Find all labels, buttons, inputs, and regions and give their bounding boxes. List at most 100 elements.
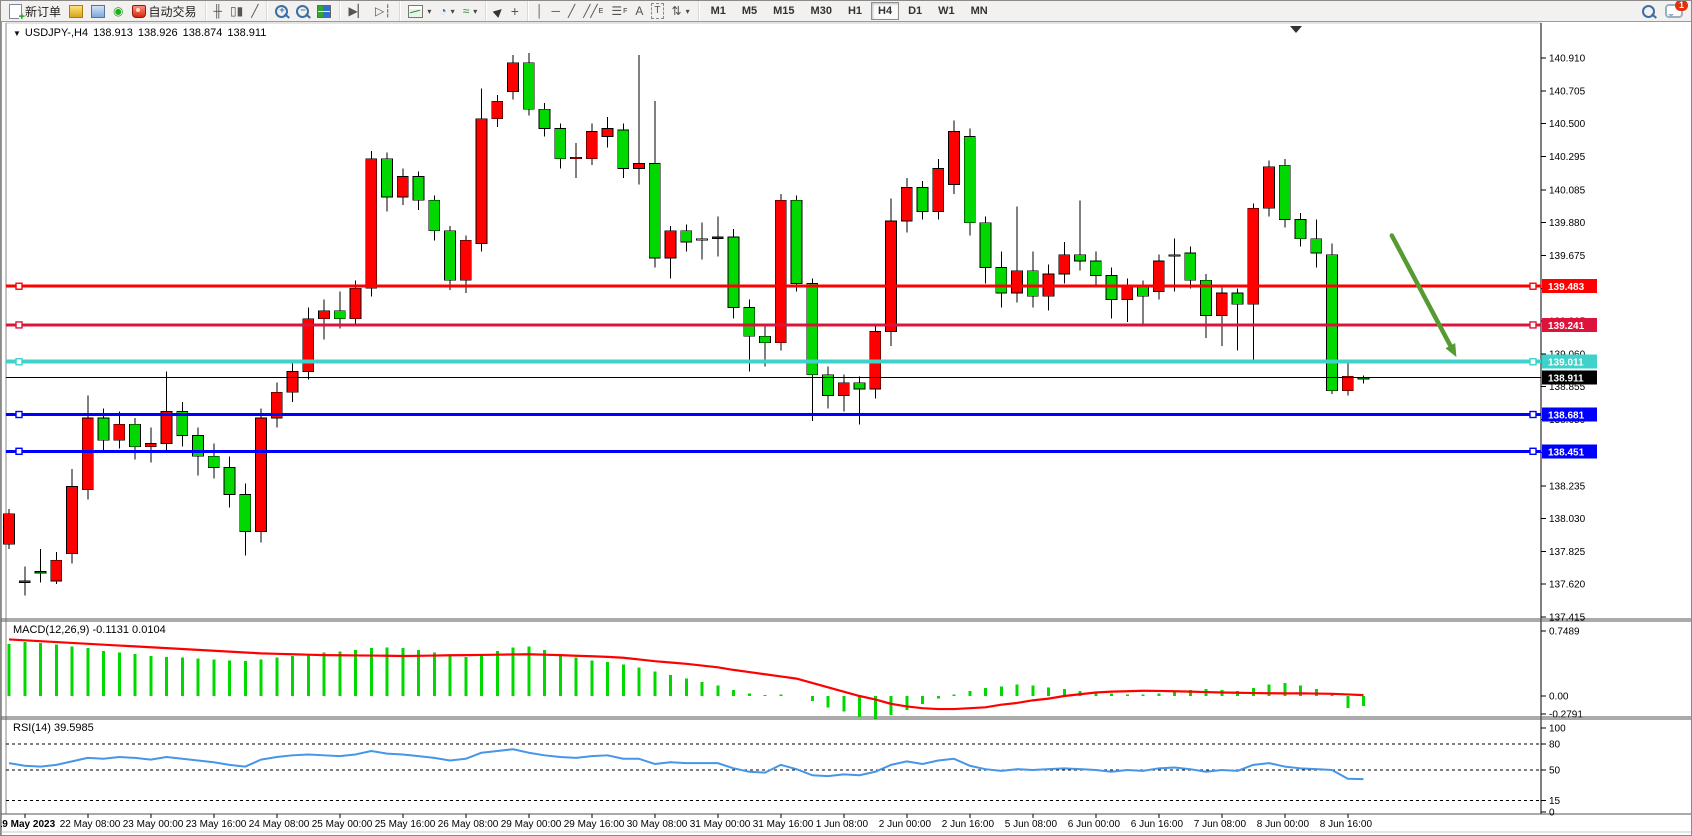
horizontal-line-icon: ─ (551, 4, 560, 18)
svg-text:139.880: 139.880 (1549, 218, 1586, 229)
svg-text:139.011: 139.011 (1548, 358, 1584, 369)
chart-shift-icon: ▷┆ (374, 4, 392, 18)
arrows-icon: ⇅ (671, 4, 682, 18)
ohlc-close: 138.911 (227, 27, 267, 39)
indicators-caret: ▾ (473, 6, 478, 16)
fibonacci-button[interactable]: ☰ F (611, 4, 628, 18)
text-label-button[interactable]: T (647, 1, 667, 21)
new-chart-caret: ▾ (427, 6, 432, 16)
tile-windows-button[interactable] (313, 1, 335, 21)
channel-button[interactable]: ╱╱ E (583, 4, 604, 18)
tab-m15[interactable]: M15 (773, 5, 795, 17)
tab-d1[interactable]: D1 (908, 5, 923, 17)
svg-text:6 Jun 00:00: 6 Jun 00:00 (1068, 819, 1121, 830)
auto-scroll-icon: ▶▏ (348, 4, 367, 18)
svg-text:138.855: 138.855 (1549, 382, 1586, 393)
tab-w1[interactable]: W1 (938, 5, 955, 17)
trendline-icon: ╱ (567, 4, 576, 18)
zoom-out-button[interactable]: − (292, 1, 313, 21)
horizontal-line-button[interactable]: ─ (547, 1, 564, 21)
symbol-name: USDJPY-,H4 (24, 27, 89, 39)
trendline-button[interactable]: ╱ (564, 1, 579, 21)
svg-text:1 Jun 08:00: 1 Jun 08:00 (816, 819, 869, 830)
tab-m30[interactable]: M30 (810, 5, 832, 17)
new-order-label: 新订单 (25, 4, 62, 19)
zoom-in-button[interactable]: + (271, 1, 292, 21)
text-label-icon: T (651, 3, 664, 19)
svg-text:2 Jun 00:00: 2 Jun 00:00 (879, 819, 932, 830)
svg-text:26 May 08:00: 26 May 08:00 (438, 819, 499, 830)
chat-icon[interactable]: 1 (1665, 1, 1688, 18)
svg-text:140.295: 140.295 (1549, 152, 1586, 163)
rsi-label: RSI(14) 39.5985 (13, 722, 94, 734)
crosshair-button[interactable]: + (507, 1, 523, 21)
arrows-caret: ▾ (685, 6, 690, 16)
channel-icon: ╱╱ (583, 4, 598, 18)
autotrade-icon (131, 4, 146, 18)
svg-text:25 May 00:00: 25 May 00:00 (312, 819, 373, 830)
svg-text:15: 15 (1549, 796, 1561, 807)
zoom-in-icon: + (275, 4, 289, 18)
svg-text:137.620: 137.620 (1549, 580, 1586, 591)
tab-m1[interactable]: M1 (710, 5, 726, 17)
svg-text:137.825: 137.825 (1549, 547, 1586, 558)
svg-text:25 May 16:00: 25 May 16:00 (375, 819, 436, 830)
svg-text:8 Jun 16:00: 8 Jun 16:00 (1320, 819, 1373, 830)
tile-windows-icon (317, 4, 332, 18)
tab-m5[interactable]: M5 (741, 5, 758, 17)
toolbar-group-zoom: + − (267, 1, 341, 21)
tab-h4[interactable]: H4 (871, 2, 900, 20)
toolbar-group-timeframes: M1 M5 M15 M30 H1 H4 D1 W1 MN (699, 1, 1000, 21)
svg-text:138.235: 138.235 (1549, 481, 1586, 492)
svg-text:2 Jun 16:00: 2 Jun 16:00 (942, 819, 995, 830)
toolbar-group-scroll: ▶▏ ▷┆ (340, 1, 401, 21)
market-watch-icon (69, 4, 84, 18)
svg-text:31 May 00:00: 31 May 00:00 (690, 819, 751, 830)
symbol-info-line: ▼ USDJPY-,H4 138.913 138.926 138.874 138.911 (13, 27, 271, 39)
svg-text:100: 100 (1549, 724, 1566, 735)
ohlc-high: 138.926 (137, 27, 178, 39)
signals-icon: ◉ (113, 4, 124, 18)
chart-shift-button[interactable]: ▷┆ (371, 1, 395, 21)
candlestick-button[interactable]: ▯▮ (226, 1, 247, 21)
toolbar: 新订单 ◉ 自动交易 ╫ ▯▮ ╱ + − ▶▏ ▷┆ ▾ ◔▾ ≈▾ (1, 1, 1691, 22)
autotrade-button[interactable]: 自动交易 (128, 1, 201, 21)
svg-text:-0.2791: -0.2791 (1549, 710, 1583, 721)
signals-button[interactable]: ◉ (109, 1, 127, 21)
svg-text:7 Jun 08:00: 7 Jun 08:00 (1194, 819, 1247, 830)
indicators-button[interactable]: ≈ ▾ (459, 1, 482, 21)
arrows-button[interactable]: ⇅ ▾ (668, 1, 694, 21)
svg-text:137.415: 137.415 (1549, 612, 1586, 623)
vertical-line-button[interactable]: │ (532, 1, 548, 21)
bar-chart-button[interactable]: ╫ (210, 1, 227, 21)
tab-h1[interactable]: H1 (847, 5, 863, 17)
autotrade-label: 自动交易 (148, 4, 197, 19)
new-order-icon (9, 3, 25, 22)
bar-chart-icon: ╫ (213, 4, 223, 18)
macd-signal-value: 0.0104 (132, 624, 166, 636)
new-chart-button[interactable]: ▾ (404, 1, 435, 21)
ohlc-low: 138.874 (182, 27, 223, 39)
svg-text:139.241: 139.241 (1548, 321, 1585, 332)
rsi-name: RSI(14) (13, 722, 51, 734)
svg-text:23 May 16:00: 23 May 16:00 (186, 819, 247, 830)
fibonacci-icon: ☰ (611, 4, 623, 18)
market-watch-button[interactable] (65, 1, 87, 21)
search-icon[interactable] (1642, 4, 1655, 18)
svg-text:138.681: 138.681 (1548, 411, 1585, 422)
svg-text:6 Jun 16:00: 6 Jun 16:00 (1131, 819, 1184, 830)
data-window-button[interactable] (87, 1, 109, 21)
zoom-out-icon: − (296, 4, 310, 18)
svg-text:5 Jun 08:00: 5 Jun 08:00 (1005, 819, 1058, 830)
auto-scroll-button[interactable]: ▶▏ (344, 1, 370, 21)
tab-mn[interactable]: MN (970, 5, 988, 17)
new-order-button[interactable]: 新订单 (5, 1, 65, 22)
new-chart-icon (408, 4, 424, 18)
text-button[interactable]: A (631, 1, 647, 21)
period-button[interactable]: ◔ ▾ (435, 1, 458, 21)
svg-text:30 May 08:00: 30 May 08:00 (627, 819, 688, 830)
line-chart-button[interactable]: ╱ (247, 1, 262, 21)
svg-text:0.00: 0.00 (1549, 692, 1569, 703)
